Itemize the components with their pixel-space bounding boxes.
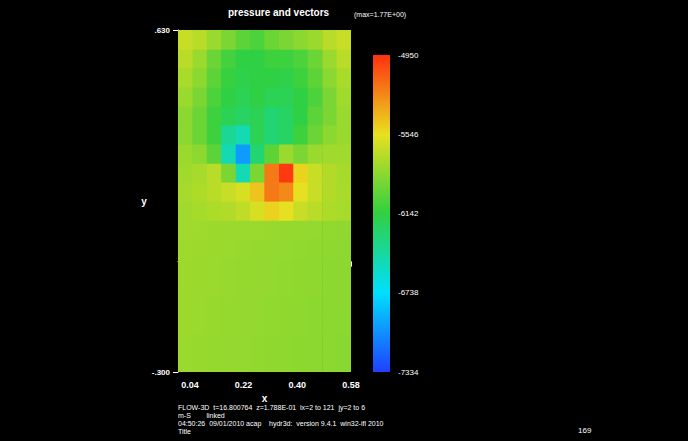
svg-text:-5546: -5546 bbox=[398, 130, 419, 139]
svg-text:.630: .630 bbox=[154, 26, 170, 35]
svg-text:-7334: -7334 bbox=[398, 368, 419, 377]
svg-text:-.300: -.300 bbox=[152, 368, 171, 377]
svg-text:0.04: 0.04 bbox=[181, 380, 199, 390]
svg-text:pressure and vectors: pressure and vectors bbox=[228, 7, 330, 18]
svg-text:-6142: -6142 bbox=[398, 209, 419, 218]
svg-text:Title: Title bbox=[178, 428, 191, 435]
svg-text:FLOW-3D t=16.800764 z=1.788E: FLOW-3D t=16.800764 z=1.788E-01 ix=2 to … bbox=[178, 404, 365, 412]
svg-text:-6738: -6738 bbox=[398, 288, 419, 297]
svg-text:169: 169 bbox=[578, 426, 592, 435]
svg-text:-4950: -4950 bbox=[398, 51, 419, 60]
svg-text:0.58: 0.58 bbox=[342, 380, 360, 390]
svg-text:m-S linked: m-S linked bbox=[178, 412, 225, 419]
svg-text:0.40: 0.40 bbox=[289, 380, 307, 390]
svg-text:04:50:26 09/01/2010 acap h: 04:50:26 09/01/2010 acap hydr3d: version… bbox=[178, 420, 384, 428]
svg-text:(max=1.77E+00): (max=1.77E+00) bbox=[354, 11, 406, 19]
svg-text:0.22: 0.22 bbox=[235, 380, 253, 390]
svg-text:x: x bbox=[262, 393, 268, 404]
svg-text:y: y bbox=[141, 196, 147, 207]
